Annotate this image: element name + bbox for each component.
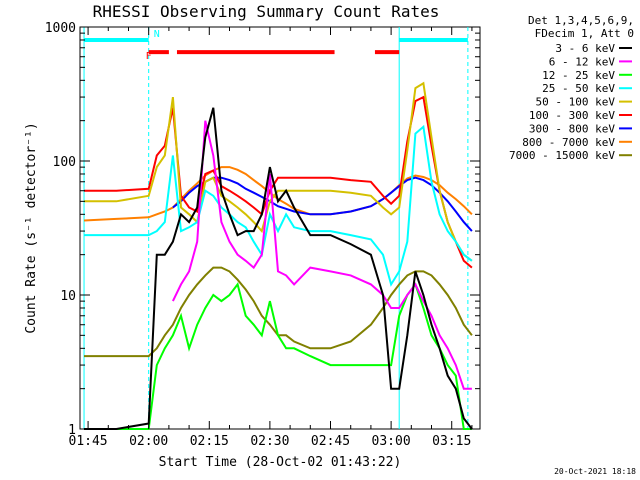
- series-5: [84, 95, 473, 269]
- x-tick-label-4: 02:45: [311, 434, 350, 449]
- legend-label-1: 6 - 12 keV: [549, 55, 616, 68]
- y-axis-label: Count Rate (s⁻¹ detector⁻¹): [24, 122, 39, 333]
- x-tick-label-0: 01:45: [69, 434, 108, 449]
- x-tick-label-2: 02:15: [190, 434, 229, 449]
- y-tick-label-1: 10: [60, 289, 76, 304]
- legend-label-3: 25 - 50 keV: [542, 82, 615, 95]
- legend: Det 1,3,4,5,6,9, FDecim 1, Att 0 3 - 6 k…: [509, 14, 634, 162]
- series-line-5: [84, 95, 473, 269]
- flag-letter-0: N: [154, 29, 160, 40]
- series-line-6: [172, 176, 473, 232]
- x-tick-label-5: 03:00: [372, 434, 411, 449]
- series-line-3: [84, 124, 473, 287]
- legend-header-line-1: Det 1,3,4,5,6,9,: [528, 14, 634, 27]
- legend-label-8: 7000 - 15000 keV: [509, 149, 615, 162]
- y-tick-label-0: 1: [68, 423, 76, 438]
- series-4: [84, 81, 473, 262]
- x-axis-label: Start Time (28-Oct-02 01:43:22): [159, 455, 402, 470]
- legend-label-2: 12 - 25 keV: [542, 69, 615, 82]
- series-2: [84, 282, 472, 430]
- x-tick-label-6: 03:15: [432, 434, 471, 449]
- plot-area: NF 01:45 02:00 02:15 02:30 02:45 03:00 03:15 1 1…: [45, 21, 481, 449]
- legend-label-0: 3 - 6 keV: [555, 42, 615, 55]
- plot-frame: [79, 26, 481, 430]
- series-line-2: [84, 282, 472, 430]
- flag-letter-1: F: [146, 51, 152, 62]
- series-7: [83, 166, 473, 222]
- generated-timestamp: 20-Oct-2021 18:18: [554, 467, 636, 476]
- series-1: [172, 120, 472, 390]
- legend-label-4: 50 - 100 keV: [536, 96, 616, 109]
- series-line-4: [84, 81, 473, 262]
- series-0: [84, 107, 473, 430]
- legend-label-7: 800 - 7000 keV: [522, 136, 615, 149]
- series-line-7: [83, 166, 473, 222]
- series-line-1: [172, 120, 472, 390]
- y-tick-label-3: 1000: [45, 21, 76, 36]
- legend-header-line-2: FDecim 1, Att 0: [535, 27, 634, 40]
- series-line-0: [84, 107, 473, 430]
- x-tick-label-3: 02:30: [250, 434, 289, 449]
- series-3: [84, 124, 473, 287]
- legend-label-5: 100 - 300 keV: [529, 109, 615, 122]
- series-6: [172, 176, 473, 232]
- x-tick-label-1: 02:00: [129, 434, 168, 449]
- legend-label-6: 300 - 800 keV: [529, 122, 615, 135]
- y-tick-label-2: 100: [53, 155, 76, 170]
- chart-title: RHESSI Observing Summary Count Rates: [93, 2, 440, 21]
